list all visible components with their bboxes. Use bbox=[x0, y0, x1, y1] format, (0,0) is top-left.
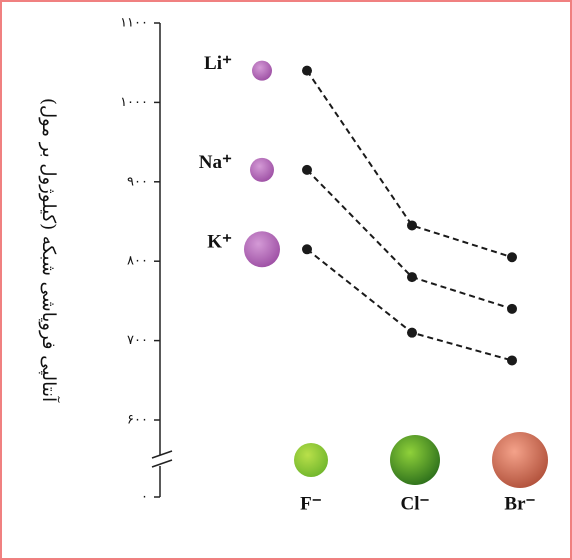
anion-sphere bbox=[492, 432, 548, 488]
data-point bbox=[407, 220, 417, 231]
data-point bbox=[507, 355, 517, 366]
cation-sphere bbox=[244, 231, 280, 268]
y-tick-label: ۹۰۰ bbox=[127, 174, 148, 189]
anion-sphere bbox=[294, 443, 328, 477]
axis-break bbox=[151, 450, 173, 459]
cation-sphere bbox=[252, 60, 272, 81]
y-tick-label: ۱۱۰۰ bbox=[120, 16, 148, 31]
y-tick-label: ۶۰۰ bbox=[127, 413, 148, 428]
anion-sphere bbox=[390, 435, 440, 485]
y-tick-label: ۰ bbox=[141, 490, 148, 505]
y-tick-label: ۸۰۰ bbox=[127, 254, 148, 269]
y-tick-label: ۷۰۰ bbox=[127, 333, 148, 348]
data-point bbox=[507, 303, 517, 314]
legend-label: Na⁺ bbox=[199, 152, 232, 173]
legend-label: Li⁺ bbox=[204, 53, 232, 74]
x-tick-label: F⁻ bbox=[300, 493, 322, 514]
data-point bbox=[302, 244, 312, 255]
y-tick-label: ۱۰۰۰ bbox=[120, 95, 148, 110]
y-axis-label: آنتالپی فروپاشی شبکه (کیلوژول بر مول) bbox=[38, 98, 60, 403]
data-point bbox=[302, 65, 312, 76]
data-point bbox=[407, 327, 417, 338]
x-tick-label: Cl⁻ bbox=[400, 493, 429, 514]
data-point bbox=[407, 272, 417, 283]
data-point bbox=[302, 164, 312, 175]
x-tick-label: Br⁻ bbox=[504, 493, 535, 514]
legend-label: K⁺ bbox=[207, 232, 232, 253]
cation-sphere bbox=[250, 157, 274, 182]
data-point bbox=[507, 252, 517, 263]
axis-break bbox=[151, 459, 173, 468]
series-line bbox=[306, 70, 513, 259]
